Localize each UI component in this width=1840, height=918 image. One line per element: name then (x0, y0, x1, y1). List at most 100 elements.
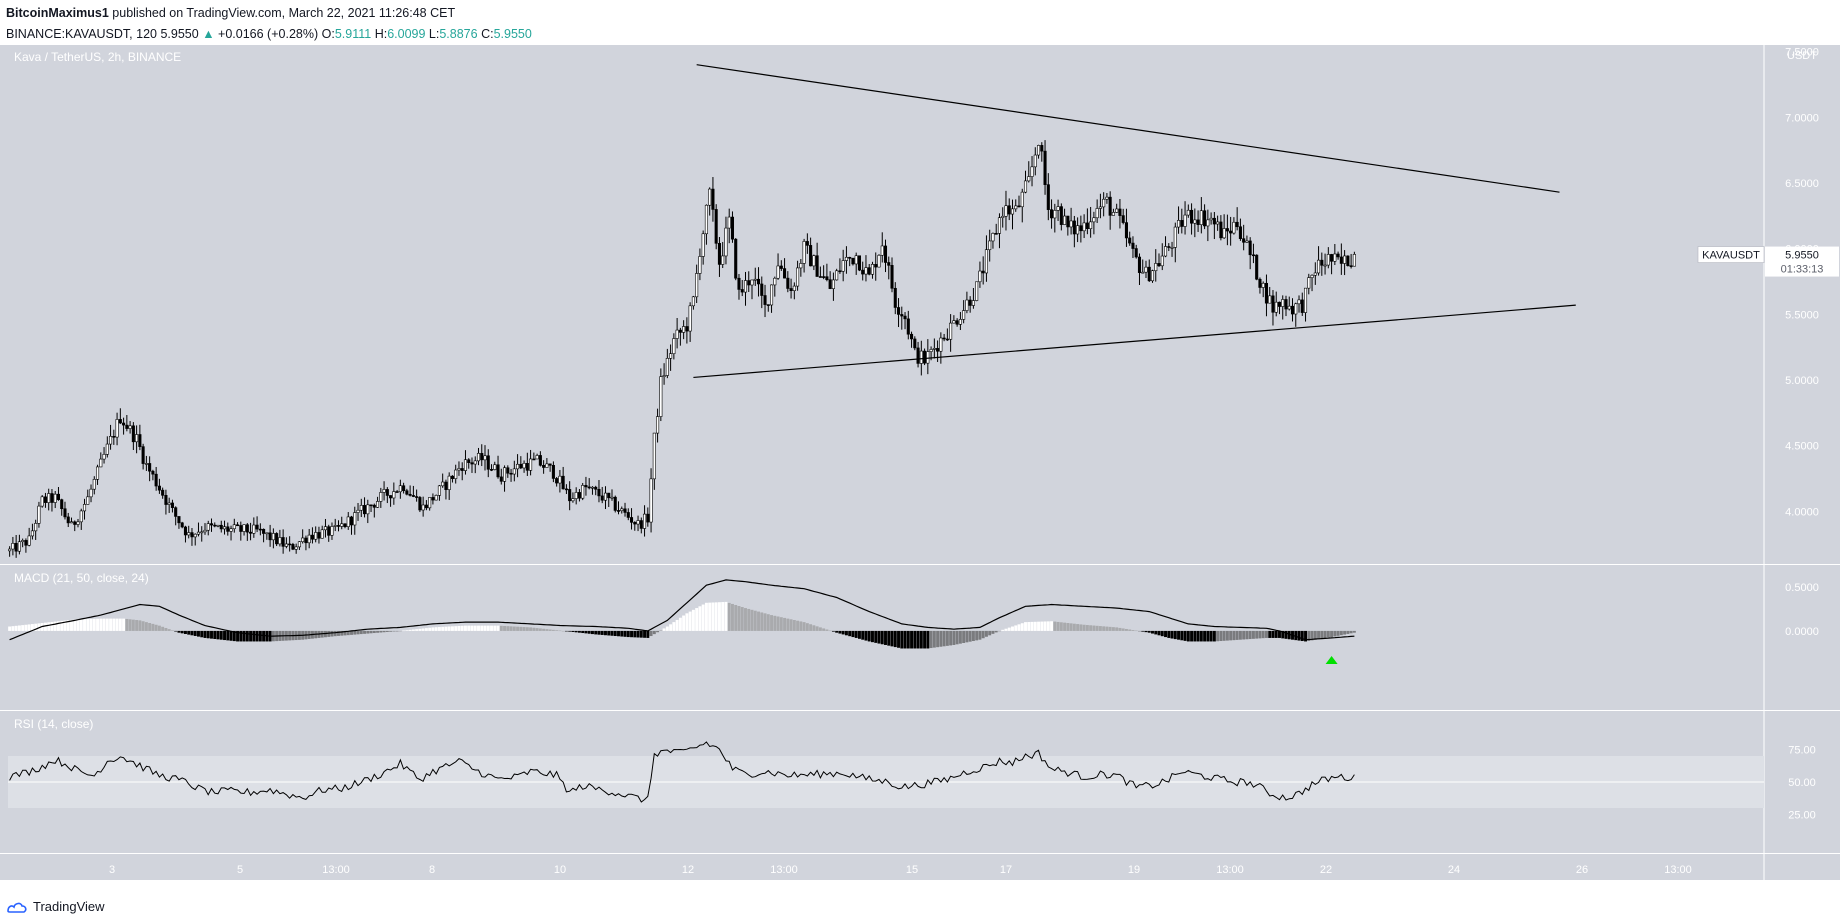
candle-body (275, 533, 279, 545)
macd-hist-bar (893, 630, 897, 648)
price-tick-label: 4.5000 (1785, 441, 1819, 453)
candle-body (649, 478, 653, 523)
candle-body (1163, 246, 1168, 257)
candle-body (493, 464, 497, 470)
candle-body (542, 465, 546, 468)
macd-hist-bar (656, 630, 660, 633)
macd-hist-bar (1313, 630, 1317, 640)
macd-hist-bar (574, 630, 578, 633)
author-name[interactable]: BitcoinMaximus1 (6, 6, 109, 20)
macd-hist-bar (1111, 627, 1115, 631)
candle-body (861, 269, 865, 275)
macd-hist-bar (1346, 630, 1350, 634)
candle-body (607, 492, 611, 499)
macd-hist-bar (672, 622, 676, 631)
macd-hist-bar (1147, 630, 1151, 633)
macd-hist-bar (545, 629, 549, 631)
macd-hist-bar (454, 626, 458, 631)
candle-body (662, 375, 666, 377)
candle-body (923, 350, 927, 364)
macd-hist-bar (128, 619, 132, 631)
candle-body (1150, 270, 1155, 282)
macd-hist-bar (30, 624, 34, 631)
chart-area[interactable]: Kava / TetherUS, 2h, BINANCE USDT 7.5000 7.… (0, 45, 1840, 885)
macd-hist-bar (636, 630, 640, 638)
tradingview-logo-icon (7, 902, 27, 913)
candle-body (99, 458, 103, 468)
price-tick-label: 7.0000 (1785, 112, 1819, 124)
macd-hist-bar (1050, 621, 1054, 631)
macd-hist-bar (1154, 630, 1158, 635)
macd-hist-bar (47, 622, 51, 631)
macd-hist-bar (1098, 626, 1102, 631)
macd-hist-bar (822, 628, 826, 631)
candle-body (125, 424, 129, 429)
macd-hist-bar (382, 630, 386, 633)
macd-hist-bar (910, 630, 914, 649)
candle-body (841, 260, 845, 272)
macd-hist-bar (63, 620, 67, 631)
candle-body (336, 525, 341, 527)
macd-hist-bar (652, 630, 656, 635)
macd-hist-bar (66, 620, 70, 631)
candle-body (1053, 210, 1057, 219)
macd-hist-bar (867, 630, 871, 642)
macd-hist-bar (493, 625, 497, 631)
candle-body (1027, 176, 1031, 182)
candle-body (936, 348, 940, 352)
time-tick-label: 24 (1448, 864, 1460, 876)
candle-body (14, 543, 18, 552)
candle-body (812, 255, 816, 267)
candle-body (1216, 221, 1220, 225)
macd-tick-label: 0.0000 (1785, 626, 1819, 638)
time-tick-label: 12 (682, 864, 694, 876)
candle-body (512, 468, 516, 475)
macd-hist-bar (1046, 621, 1050, 631)
candle-body (1212, 217, 1216, 225)
macd-hist-bar (884, 630, 887, 645)
macd-hist-bar (1121, 628, 1125, 631)
macd-hist-bar (24, 624, 28, 631)
macd-hist-bar (1079, 624, 1083, 631)
candle-body (1167, 246, 1171, 248)
macd-hist-bar (1206, 630, 1210, 642)
candle-body (643, 513, 647, 529)
candle-body (711, 188, 715, 210)
candle-body (965, 299, 969, 311)
candle-body (1098, 206, 1102, 209)
macd-hist-bar (1203, 630, 1207, 642)
macd-hist-bar (1024, 622, 1027, 631)
candle-body (229, 528, 233, 532)
candle-body (30, 530, 34, 537)
macd-hist-bar (1007, 627, 1011, 631)
macd-hist-bar (441, 626, 445, 631)
candle-body (323, 526, 328, 531)
macd-hist-bar (708, 602, 712, 631)
candle-body (545, 463, 549, 468)
footer-brand[interactable]: TradingView (6, 899, 105, 914)
candle-body (1287, 305, 1291, 310)
candle-body (301, 537, 305, 543)
macd-hist-bar (1033, 621, 1037, 631)
candle-body (587, 486, 591, 489)
macd-hist-bar (1284, 630, 1288, 639)
candle-body (1089, 221, 1093, 229)
macd-hist-bar (1017, 624, 1021, 631)
macd-hist-bar (1219, 630, 1223, 642)
macd-hist-bar (988, 630, 992, 636)
candle-body (122, 422, 126, 426)
candle-body (454, 469, 458, 479)
candle-body (516, 463, 520, 470)
macd-hist-bar (874, 630, 878, 643)
macd-hist-bar (630, 630, 633, 638)
macd-hist-bar (115, 618, 119, 631)
candle-body (278, 537, 282, 545)
candle-body (115, 419, 119, 438)
price-tick-label: 6.5000 (1785, 178, 1819, 190)
candle-body (1095, 208, 1099, 219)
candle-body (382, 489, 386, 493)
macd-hist-bar (154, 624, 158, 631)
candle-body (597, 488, 601, 497)
macd-hist-bar (789, 619, 793, 631)
